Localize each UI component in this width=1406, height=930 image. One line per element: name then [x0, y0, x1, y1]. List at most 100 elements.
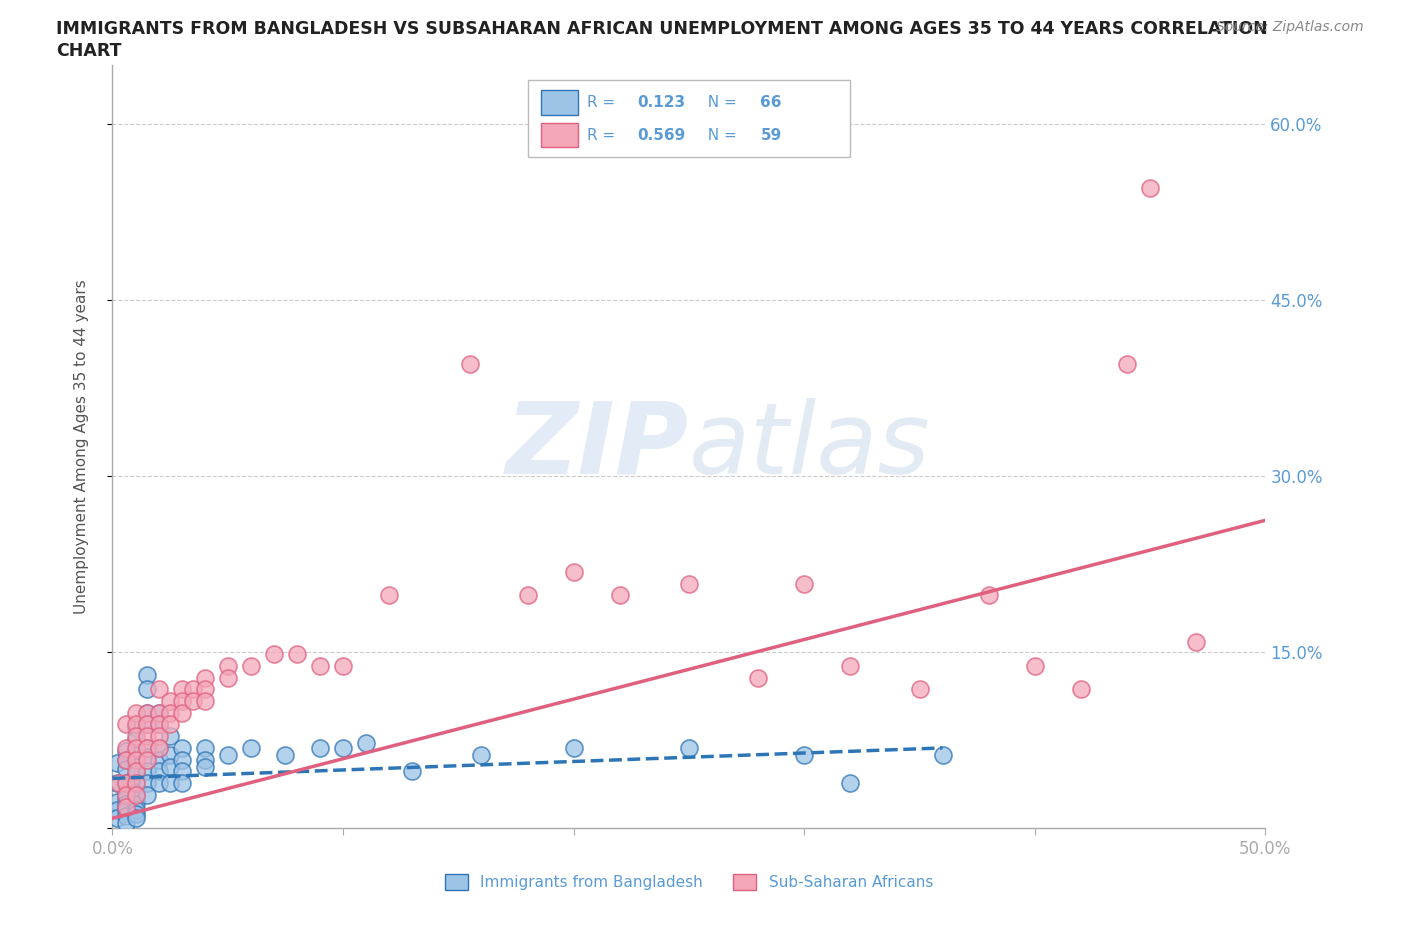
Point: [105, 803, 128, 817]
Point: [378, 588, 401, 603]
Point: [170, 705, 193, 720]
Point: [354, 736, 377, 751]
Point: [136, 740, 159, 755]
Point: [124, 776, 146, 790]
Point: [124, 740, 146, 755]
Point: [170, 694, 193, 709]
Point: [124, 748, 146, 763]
Point: [217, 671, 239, 685]
Point: [115, 744, 138, 759]
Point: [124, 806, 146, 821]
FancyBboxPatch shape: [541, 90, 578, 114]
Point: [136, 752, 159, 767]
Text: 0.123: 0.123: [637, 95, 685, 110]
Point: [136, 740, 159, 755]
Point: [285, 646, 308, 661]
Text: N =: N =: [699, 127, 742, 143]
Point: [839, 658, 862, 673]
Point: [793, 577, 815, 591]
Point: [908, 682, 931, 697]
Point: [115, 785, 138, 800]
Point: [159, 759, 181, 774]
Point: [148, 682, 170, 697]
Point: [105, 794, 128, 809]
Text: 0.569: 0.569: [637, 127, 685, 143]
Point: [148, 705, 170, 720]
Point: [124, 766, 146, 781]
Point: [470, 748, 492, 763]
Point: [170, 776, 193, 790]
Point: [332, 740, 354, 755]
Point: [124, 797, 146, 812]
Point: [458, 357, 481, 372]
Point: [136, 682, 159, 697]
Point: [115, 799, 138, 814]
Point: [148, 717, 170, 732]
Point: [170, 682, 193, 697]
Text: R =: R =: [588, 127, 620, 143]
Point: [148, 752, 170, 767]
Point: [136, 776, 159, 790]
Point: [115, 797, 138, 812]
Point: [931, 748, 953, 763]
Point: [136, 668, 159, 683]
Point: [194, 682, 217, 697]
Point: [239, 740, 262, 755]
Point: [124, 729, 146, 744]
Point: [332, 658, 354, 673]
Point: [115, 740, 138, 755]
Point: [562, 565, 585, 579]
Point: [159, 694, 181, 709]
Point: [124, 705, 146, 720]
Point: [148, 740, 170, 755]
Point: [170, 740, 193, 755]
Point: [263, 646, 285, 661]
Point: [1185, 635, 1208, 650]
Point: [124, 811, 146, 826]
Point: [747, 671, 769, 685]
Point: [136, 705, 159, 720]
Text: R =: R =: [588, 95, 620, 110]
Point: [124, 785, 146, 800]
Point: [159, 748, 181, 763]
Point: [239, 658, 262, 673]
Text: ZIP: ZIP: [506, 398, 689, 495]
Point: [793, 748, 815, 763]
Point: [108, 776, 131, 790]
Point: [159, 705, 181, 720]
FancyBboxPatch shape: [527, 80, 851, 156]
Point: [309, 740, 332, 755]
Point: [159, 717, 181, 732]
Legend: Immigrants from Bangladesh, Sub-Saharan Africans: Immigrants from Bangladesh, Sub-Saharan …: [439, 868, 939, 897]
Point: [136, 717, 159, 732]
Point: [181, 682, 204, 697]
Point: [124, 721, 146, 736]
Point: [124, 776, 146, 790]
Point: [181, 694, 204, 709]
Point: [124, 764, 146, 778]
Point: [159, 776, 181, 790]
Point: [516, 588, 538, 603]
Point: [274, 748, 297, 763]
Point: [170, 764, 193, 778]
Point: [124, 717, 146, 732]
Point: [609, 588, 631, 603]
Point: [148, 776, 170, 790]
Text: N =: N =: [699, 95, 742, 110]
Text: 59: 59: [761, 127, 782, 143]
Point: [124, 759, 146, 774]
Point: [136, 788, 159, 803]
Point: [562, 740, 585, 755]
Point: [678, 740, 700, 755]
Point: [839, 776, 862, 790]
Point: [194, 752, 217, 767]
Point: [124, 752, 146, 767]
Text: IMMIGRANTS FROM BANGLADESH VS SUBSAHARAN AFRICAN UNEMPLOYMENT AMONG AGES 35 TO 4: IMMIGRANTS FROM BANGLADESH VS SUBSAHARAN…: [56, 20, 1268, 38]
Point: [136, 717, 159, 732]
Text: CHART: CHART: [56, 42, 122, 60]
Point: [194, 671, 217, 685]
Point: [1139, 180, 1161, 195]
Point: [194, 759, 217, 774]
Point: [115, 808, 138, 823]
Point: [217, 748, 239, 763]
